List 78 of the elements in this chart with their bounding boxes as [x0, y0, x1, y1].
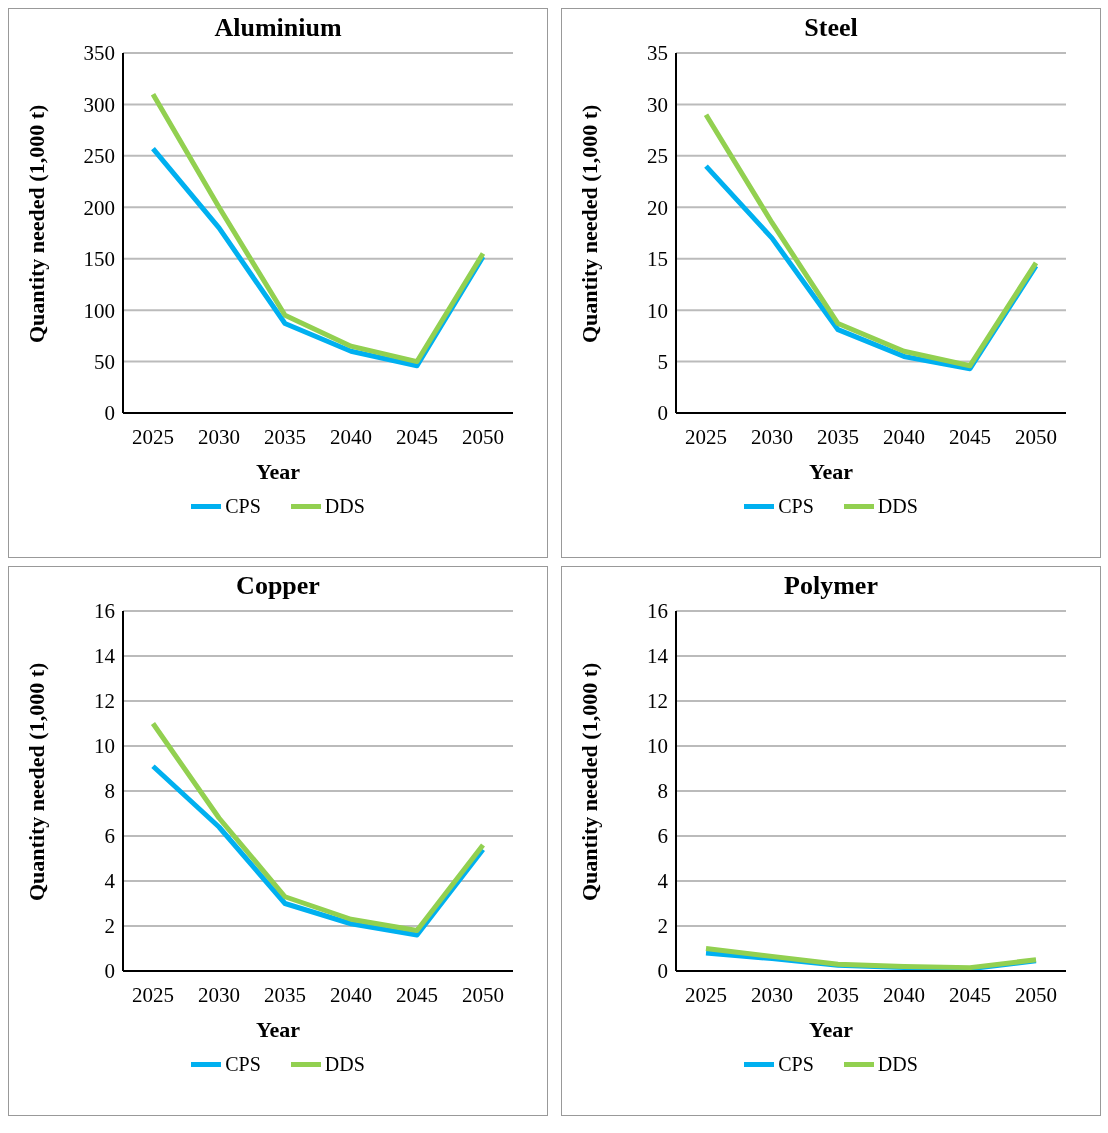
y-tick-label: 0: [657, 401, 668, 426]
y-tick-label: 16: [647, 599, 668, 624]
y-tick-label: 8: [104, 779, 115, 804]
y-tick-label: 16: [94, 599, 115, 624]
y-tick-label: 250: [83, 144, 115, 169]
y-axis-title: Quantity needed (1,000 t): [23, 104, 49, 343]
y-tick-label: 6: [657, 824, 668, 849]
x-tick-label: 2040: [330, 424, 372, 449]
x-axis-title: Year: [256, 459, 300, 485]
x-tick-label: 2025: [132, 982, 174, 1007]
y-tick-label: 200: [83, 195, 115, 220]
chart-title: Polymer: [784, 571, 878, 601]
x-tick-label: 2025: [132, 424, 174, 449]
x-tick-label: 2050: [462, 982, 504, 1007]
x-tick-label: 2035: [817, 982, 859, 1007]
x-tick-label: 2030: [198, 982, 240, 1007]
chart-title: Steel: [804, 13, 858, 43]
y-tick-label: 6: [104, 824, 115, 849]
x-tick-label: 2025: [685, 982, 727, 1007]
y-tick-label: 4: [104, 869, 116, 894]
legend-label: DDS: [324, 495, 365, 518]
y-tick-label: 14: [647, 644, 669, 669]
x-tick-label: 2045: [396, 424, 438, 449]
x-tick-label: 2050: [462, 424, 504, 449]
x-tick-label: 2040: [883, 982, 925, 1007]
x-tick-label: 2030: [198, 424, 240, 449]
y-tick-label: 50: [94, 350, 115, 375]
y-tick-label: 15: [647, 247, 668, 272]
y-tick-label: 5: [657, 350, 668, 375]
x-tick-label: 2040: [883, 424, 925, 449]
y-tick-label: 10: [94, 734, 115, 759]
legend-label: DDS: [877, 1053, 918, 1076]
y-tick-label: 20: [647, 195, 668, 220]
chart-title: Copper: [236, 571, 320, 601]
legend-label: DDS: [324, 1053, 365, 1076]
y-tick-label: 300: [83, 92, 115, 117]
y-tick-label: 12: [647, 689, 668, 714]
y-tick-label: 0: [104, 401, 115, 426]
y-tick-label: 4: [657, 869, 669, 894]
x-tick-label: 2050: [1015, 424, 1057, 449]
legend-label: CPS: [225, 1053, 261, 1076]
y-axis-title: Quantity needed (1,000 t): [576, 104, 602, 343]
x-axis-title: Year: [809, 459, 853, 485]
x-tick-label: 2045: [396, 982, 438, 1007]
y-tick-label: 2: [104, 914, 115, 939]
chart-title: Aluminium: [214, 13, 342, 43]
x-tick-label: 2025: [685, 424, 727, 449]
y-tick-label: 150: [83, 247, 115, 272]
y-tick-label: 10: [647, 298, 668, 323]
legend-label: CPS: [225, 495, 261, 518]
x-tick-label: 2035: [264, 982, 306, 1007]
legend-label: CPS: [778, 495, 814, 518]
y-axis-title: Quantity needed (1,000 t): [23, 662, 49, 901]
x-tick-label: 2045: [949, 982, 991, 1007]
x-tick-label: 2030: [751, 424, 793, 449]
y-tick-label: 2: [657, 914, 668, 939]
x-tick-label: 2050: [1015, 982, 1057, 1007]
y-tick-label: 100: [83, 298, 115, 323]
x-tick-label: 2035: [264, 424, 306, 449]
x-axis-title: Year: [256, 1017, 300, 1043]
y-tick-label: 12: [94, 689, 115, 714]
legend-label: DDS: [877, 495, 918, 518]
y-axis-title: Quantity needed (1,000 t): [576, 662, 602, 901]
x-axis-title: Year: [809, 1017, 853, 1043]
y-tick-label: 35: [647, 41, 668, 66]
x-tick-label: 2035: [817, 424, 859, 449]
y-tick-label: 8: [657, 779, 668, 804]
y-tick-label: 10: [647, 734, 668, 759]
legend-label: CPS: [778, 1053, 814, 1076]
y-tick-label: 0: [104, 959, 115, 984]
x-tick-label: 2045: [949, 424, 991, 449]
x-tick-label: 2030: [751, 982, 793, 1007]
y-tick-label: 30: [647, 92, 668, 117]
y-tick-label: 350: [83, 41, 115, 66]
y-tick-label: 14: [94, 644, 116, 669]
y-tick-label: 0: [657, 959, 668, 984]
x-tick-label: 2040: [330, 982, 372, 1007]
y-tick-label: 25: [647, 144, 668, 169]
